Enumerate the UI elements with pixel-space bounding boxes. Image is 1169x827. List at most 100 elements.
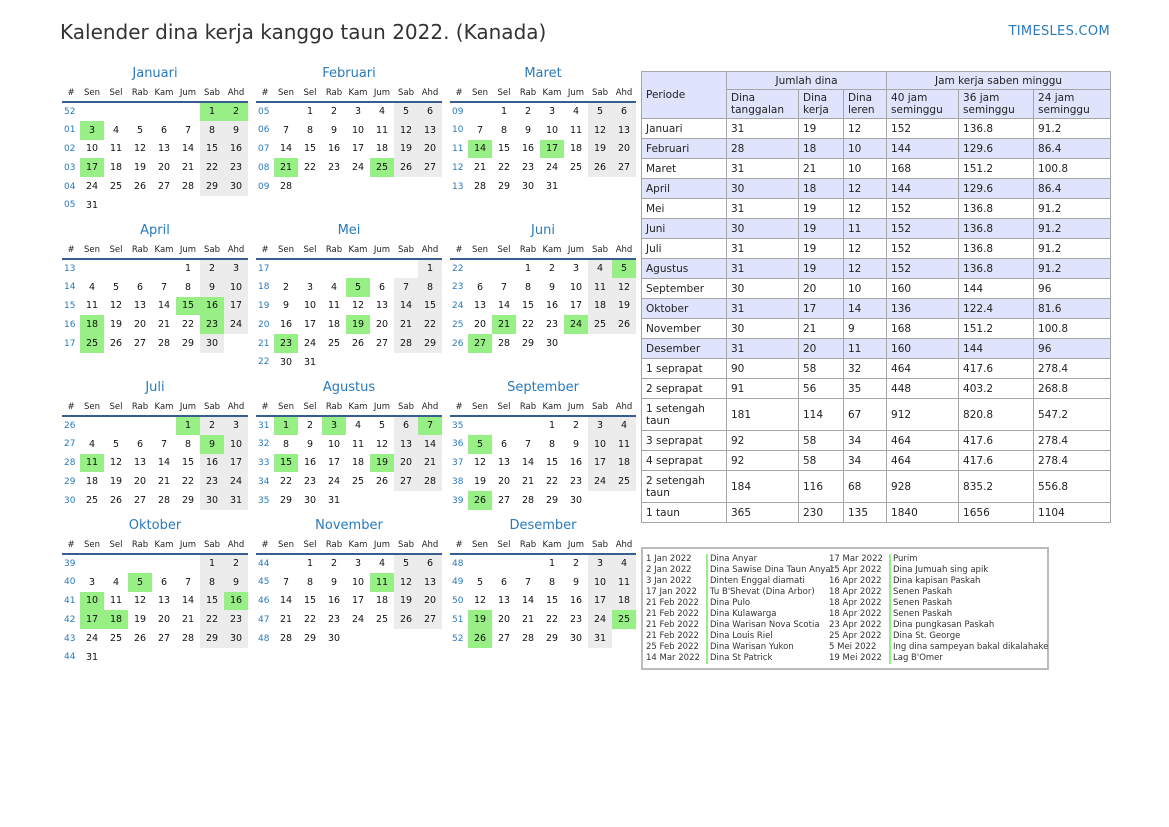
empty-day	[128, 102, 152, 121]
week-number-header: #	[256, 84, 274, 103]
week-row: 41 10 11 12 13 14 15 16	[62, 591, 248, 611]
day-cell: 9	[524, 124, 532, 136]
day-cell: 8	[500, 124, 508, 136]
day-cell: 6	[160, 576, 168, 588]
week-row: 51 19 20 21 22 23 24 25	[450, 610, 636, 630]
day-cell: 7	[282, 124, 290, 136]
empty-day	[152, 102, 176, 121]
day-cell: 12	[473, 457, 487, 469]
month-name: Oktober	[128, 518, 182, 533]
empty-day	[128, 554, 152, 573]
table-row: April 30 18 12 144 129.6 86.4	[641, 178, 1112, 199]
value-cell: 1656	[958, 502, 1035, 523]
week-row: 11 14 15 16 17 18 19 20	[450, 139, 636, 159]
weekday-header: Rab	[516, 84, 540, 103]
week-number: 41	[64, 595, 76, 606]
weekend-day: 18	[612, 591, 636, 611]
day-cell: 16	[303, 457, 317, 469]
value-cell: 464	[886, 450, 960, 471]
week-number: 25	[452, 319, 464, 330]
holiday-date: 16 Apr 2022	[829, 576, 882, 586]
week-row: 35 1 2 3 4	[450, 416, 636, 435]
day-cell: 27	[157, 181, 171, 193]
day-cell: 21	[521, 476, 535, 488]
value-cell: 31	[726, 118, 799, 139]
day-cell: 26	[375, 476, 389, 488]
hours-group-header: Jam kerja saben minggu	[886, 71, 1112, 90]
weekday-header: Rab	[322, 536, 346, 555]
month-name: Desember	[509, 518, 577, 533]
week-number-header: #	[256, 241, 274, 260]
week-number: 01	[64, 125, 76, 136]
value-cell: 122.4	[958, 298, 1035, 319]
weekend-day: 11	[612, 572, 636, 592]
day-cell: 11	[85, 300, 99, 312]
holiday-name: Senen Paskah	[889, 598, 952, 609]
holiday-day: 21	[274, 158, 298, 178]
weekend-day: 19	[612, 296, 636, 316]
day-cell: 29	[181, 495, 195, 507]
holiday-day: 5	[468, 434, 492, 454]
weekend-day: 14	[418, 434, 442, 454]
day-cell: 2	[282, 281, 290, 293]
day-cell: 14	[181, 595, 195, 607]
holiday-day: 2	[224, 102, 248, 121]
weekday-header: Kam	[540, 84, 564, 103]
weekday-header: Sel	[298, 241, 322, 260]
holiday-day: 17	[80, 610, 104, 630]
empty-day	[176, 102, 200, 121]
period-cell: 3 seprapat	[641, 430, 727, 451]
weekday-header: Rab	[322, 398, 346, 417]
value-cell: 160	[886, 278, 960, 299]
brand-link[interactable]: TIMESLES.COM	[1008, 24, 1110, 39]
empty-day	[346, 353, 370, 372]
holiday-name: Dina Pulo	[706, 598, 750, 609]
holiday-row: 19 Mei 2022 Lag B'Omer	[829, 653, 1048, 664]
empty-day	[516, 554, 540, 573]
holiday-date: 17 Mar 2022	[829, 554, 883, 564]
week-row: 52 1 2	[62, 102, 248, 121]
week-number: 30	[64, 495, 76, 506]
empty-day	[104, 554, 128, 573]
weekend-day: 13	[418, 572, 442, 592]
day-cell: 20	[157, 614, 171, 626]
day-cell: 4	[112, 576, 120, 588]
holiday-day: 1	[200, 102, 224, 121]
weekend-day: 26	[394, 610, 418, 630]
day-cell: 15	[521, 300, 535, 312]
weekday-header: Sab	[588, 241, 612, 260]
week-number: 31	[258, 420, 270, 431]
holiday-row: 18 Apr 2022 Senen Paskah	[829, 598, 1048, 609]
month-name: Mei	[337, 223, 361, 238]
week-number: 12	[452, 162, 464, 173]
week-number: 42	[64, 614, 76, 625]
month-11: Desember # Sen Sel Rab Kam Jum Sab Ahd 48 1 2 3 4 49 5 6…	[450, 516, 636, 676]
day-cell: 8	[184, 281, 192, 293]
holiday-day: 17	[540, 139, 564, 159]
day-cell: 14	[279, 143, 293, 155]
period-cell: 1 seprapat	[641, 358, 727, 379]
day-cell: 7	[476, 124, 484, 136]
day-cell: 7	[160, 438, 168, 450]
day-cell: 29	[303, 633, 317, 645]
weekend-day: 8	[418, 277, 442, 297]
period-cell: November	[641, 318, 727, 339]
month-3: April # Sen Sel Rab Kam Jum Sab Ahd 13 1 2 3 14 4 5 6 7 8 9…	[62, 221, 248, 381]
week-number: 48	[452, 558, 464, 569]
week-row: 22 30 31	[256, 353, 442, 372]
week-row: 35 29 30 31	[256, 491, 442, 510]
value-cell: 31	[726, 258, 799, 279]
holiday-date: 15 Apr 2022	[829, 565, 882, 575]
week-row: 01 3 4 5 6 7 8 9	[62, 120, 248, 140]
empty-day	[588, 491, 612, 510]
weekend-day: 18	[612, 453, 636, 473]
value-cell: 31	[726, 298, 799, 319]
week-row: 48 1 2 3 4	[450, 554, 636, 573]
empty-day	[346, 629, 370, 648]
day-cell: 12	[133, 595, 147, 607]
day-cell: 9	[330, 576, 338, 588]
value-cell: 9	[842, 318, 888, 339]
day-cell: 2	[524, 106, 532, 118]
weekday-header: Sel	[492, 536, 516, 555]
value-cell: 1840	[886, 502, 960, 523]
